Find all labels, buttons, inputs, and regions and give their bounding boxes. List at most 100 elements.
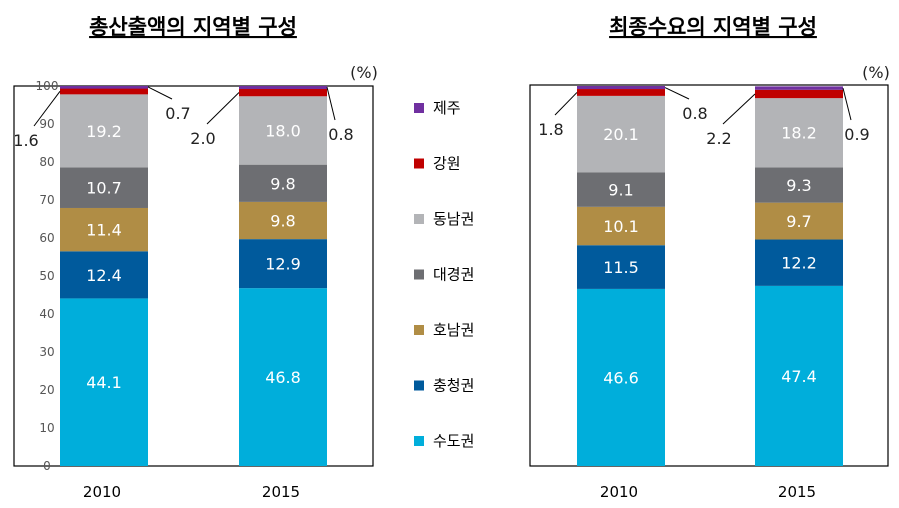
- leader-line: [842, 87, 852, 121]
- y-tick-label: 0: [43, 459, 51, 473]
- leader-line: [664, 87, 690, 100]
- data-label: 46.8: [265, 368, 301, 387]
- data-label: 9.7: [786, 212, 811, 231]
- data-label: 18.2: [781, 124, 817, 143]
- y-tick-label: 30: [39, 345, 54, 359]
- data-label: 12.9: [265, 255, 301, 274]
- data-label: 9.1: [608, 181, 633, 200]
- bar-segment-강원: [60, 88, 148, 95]
- legend-swatch-충청권: [414, 380, 424, 391]
- data-label: 1.8: [538, 120, 563, 139]
- bar-segment-수도권: [60, 298, 148, 466]
- y-tick-label: 50: [39, 269, 54, 283]
- data-label: 19.2: [86, 122, 122, 141]
- bar-segment-동남권: [755, 98, 843, 168]
- legend-label: 제주: [433, 99, 461, 117]
- legend-label: 호남권: [433, 321, 474, 339]
- bar-segment-강원: [755, 89, 843, 99]
- bar-segment-대경권: [60, 167, 148, 208]
- data-label: 0.8: [682, 104, 707, 123]
- bar-segment-대경권: [755, 167, 843, 203]
- bar-segment-대경권: [239, 164, 327, 202]
- bar-segment-충청권: [755, 239, 843, 286]
- data-label: 9.8: [270, 212, 295, 231]
- data-label: 46.6: [603, 368, 639, 387]
- bar-segment-수도권: [577, 288, 665, 466]
- bar-segment-동남권: [239, 96, 327, 165]
- data-label: 1.6: [13, 131, 38, 150]
- legend-swatch-대경권: [414, 269, 424, 280]
- bar-segment-호남권: [577, 206, 665, 246]
- y-tick-label: 10: [39, 421, 54, 435]
- plot-frame-left: [13, 85, 374, 467]
- bar-segment-강원: [577, 89, 665, 96]
- y-tick-label: 90: [39, 117, 54, 131]
- bar-segment-충청권: [239, 239, 327, 289]
- x-tick-label: 2015: [262, 483, 300, 501]
- data-label: 9.3: [786, 176, 811, 195]
- bar-segment-강원: [239, 88, 327, 97]
- x-tick-label: 2015: [778, 483, 816, 501]
- data-label: 11.5: [603, 258, 639, 277]
- data-label: 20.1: [603, 125, 639, 144]
- legend-label: 대경권: [433, 266, 474, 284]
- unit-label-left: (%): [350, 63, 378, 82]
- legend-label: 강원: [433, 155, 461, 173]
- legend-swatch-수도권: [414, 436, 424, 446]
- bar-segment-수도권: [755, 285, 843, 466]
- data-label: 2.0: [190, 129, 215, 148]
- leader-line: [326, 87, 336, 121]
- data-label: 0.8: [328, 125, 353, 144]
- legend-swatch-호남권: [414, 325, 424, 335]
- bar-segment-동남권: [60, 94, 148, 168]
- y-tick-label: 80: [39, 155, 54, 169]
- data-label: 9.8: [270, 174, 295, 193]
- y-tick-label: 70: [39, 193, 54, 207]
- data-label: 47.4: [781, 367, 817, 386]
- chart-title-left: 총산출액의 지역별 구성: [89, 15, 297, 39]
- y-tick-label: 40: [39, 307, 54, 321]
- data-label: 18.0: [265, 121, 301, 140]
- unit-label-right: (%): [862, 63, 890, 82]
- data-label: 0.9: [844, 125, 869, 144]
- data-label: 2.2: [706, 129, 731, 148]
- bar-segment-제주: [60, 86, 148, 89]
- bar-segment-대경권: [577, 172, 665, 207]
- leader-line: [554, 92, 578, 116]
- x-tick-label: 2010: [83, 483, 121, 501]
- bar-segment-호남권: [60, 207, 148, 252]
- leader-line: [206, 92, 240, 125]
- bar-segment-충청권: [577, 245, 665, 289]
- bar-segment-호남권: [239, 201, 327, 240]
- bar-segment-수도권: [239, 288, 327, 466]
- bar-segment-제주: [577, 86, 665, 90]
- data-label: 0.7: [165, 104, 190, 123]
- legend-swatch-제주: [414, 103, 424, 113]
- data-label: 10.7: [86, 179, 122, 198]
- x-tick-label: 2010: [600, 483, 638, 501]
- bar-segment-충청권: [60, 251, 148, 299]
- bar-segment-동남권: [577, 95, 665, 173]
- plot-frame-right: [529, 84, 889, 467]
- bar-segment-호남권: [755, 202, 843, 240]
- legend-swatch-강원: [414, 158, 424, 169]
- y-tick-label: 20: [39, 383, 54, 397]
- leader-line: [147, 86, 173, 100]
- data-label: 10.1: [603, 217, 639, 236]
- data-label: 11.4: [86, 221, 122, 240]
- legend-swatch-동남권: [414, 214, 424, 224]
- data-label: 12.2: [781, 254, 817, 273]
- chart-title-right: 최종수요의 지역별 구성: [609, 15, 817, 39]
- legend-label: 동남권: [433, 210, 474, 228]
- legend-label: 충청권: [433, 377, 474, 395]
- y-tick-label: 100: [36, 79, 59, 93]
- legend-label: 수도권: [433, 432, 474, 450]
- data-label: 44.1: [86, 373, 122, 392]
- data-label: 12.4: [86, 266, 122, 285]
- bar-segment-제주: [755, 86, 843, 90]
- bar-segment-제주: [239, 86, 327, 90]
- leader-line: [722, 93, 756, 125]
- leader-line: [33, 91, 61, 127]
- y-tick-label: 60: [39, 231, 54, 245]
